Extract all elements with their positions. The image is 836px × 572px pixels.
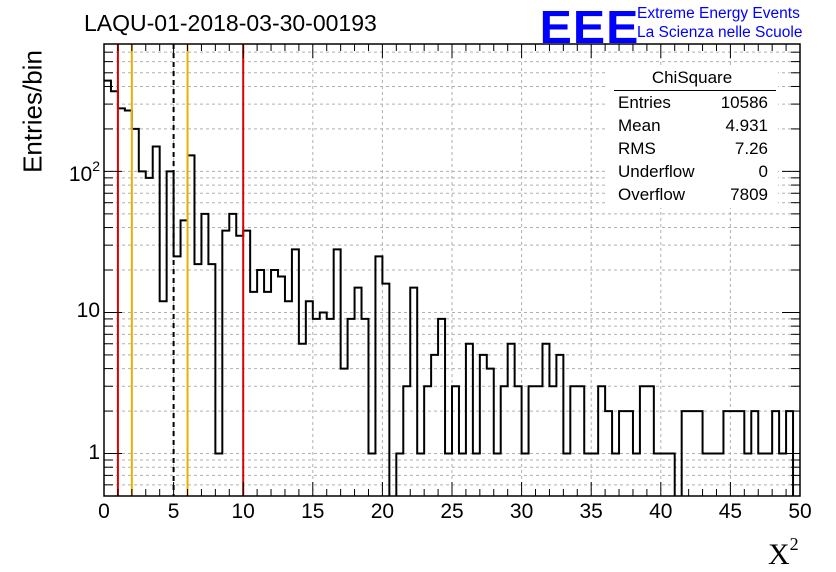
histogram-series xyxy=(104,79,795,496)
stats-divider xyxy=(614,90,776,91)
stats-row-underflow: Underflow 0 xyxy=(618,162,768,184)
stats-value: 4.931 xyxy=(725,116,768,135)
x-tick-label: 0 xyxy=(98,500,110,523)
chart-title: LAQU-01-2018-03-30-00193 xyxy=(84,10,377,36)
x-tick-label: 15 xyxy=(301,500,325,523)
stats-value: 10586 xyxy=(720,93,768,112)
stats-key: Overflow xyxy=(618,185,686,204)
y-tick-label: 102 xyxy=(68,158,100,187)
stats-row-rms: RMS 7.26 xyxy=(618,139,768,161)
stats-value: 7809 xyxy=(730,185,768,204)
x-tick-label: 25 xyxy=(440,500,464,523)
stats-key: Entries xyxy=(618,93,671,112)
logo-line-2: La Scienza nelle Scuole xyxy=(637,24,803,41)
x-axis-label: X2 xyxy=(768,534,799,571)
stats-value: 0 xyxy=(758,162,768,181)
stats-box: ChiSquare Entries 10586 Mean 4.931 RMS 7… xyxy=(606,66,778,208)
eee-logo: EEE xyxy=(539,1,640,53)
y-tick-label: 1 xyxy=(88,440,100,464)
x-tick-label: 30 xyxy=(509,500,534,523)
stats-key: RMS xyxy=(618,139,656,158)
stats-row-entries: Entries 10586 xyxy=(618,93,768,115)
stats-row-overflow: Overflow 7809 xyxy=(618,185,768,207)
x-tick-label: 35 xyxy=(579,500,603,523)
stats-row-mean: Mean 4.931 xyxy=(618,116,768,138)
stats-key: Underflow xyxy=(618,162,695,181)
stats-title: ChiSquare xyxy=(651,68,733,87)
y-tick-label: 10 xyxy=(76,299,100,323)
x-tick-label: 10 xyxy=(231,500,255,523)
x-tick-label: 45 xyxy=(718,500,743,523)
x-tick-label: 50 xyxy=(788,500,812,523)
x-tick-label: 20 xyxy=(370,500,395,523)
x-tick-label: 40 xyxy=(649,500,673,523)
y-axis-label: Entries/bin xyxy=(17,50,48,173)
x-tick-label: 5 xyxy=(167,500,180,523)
logo-line-1: Extreme Energy Events xyxy=(637,5,800,22)
stats-key: Mean xyxy=(618,116,661,135)
stats-value: 7.26 xyxy=(734,139,768,158)
